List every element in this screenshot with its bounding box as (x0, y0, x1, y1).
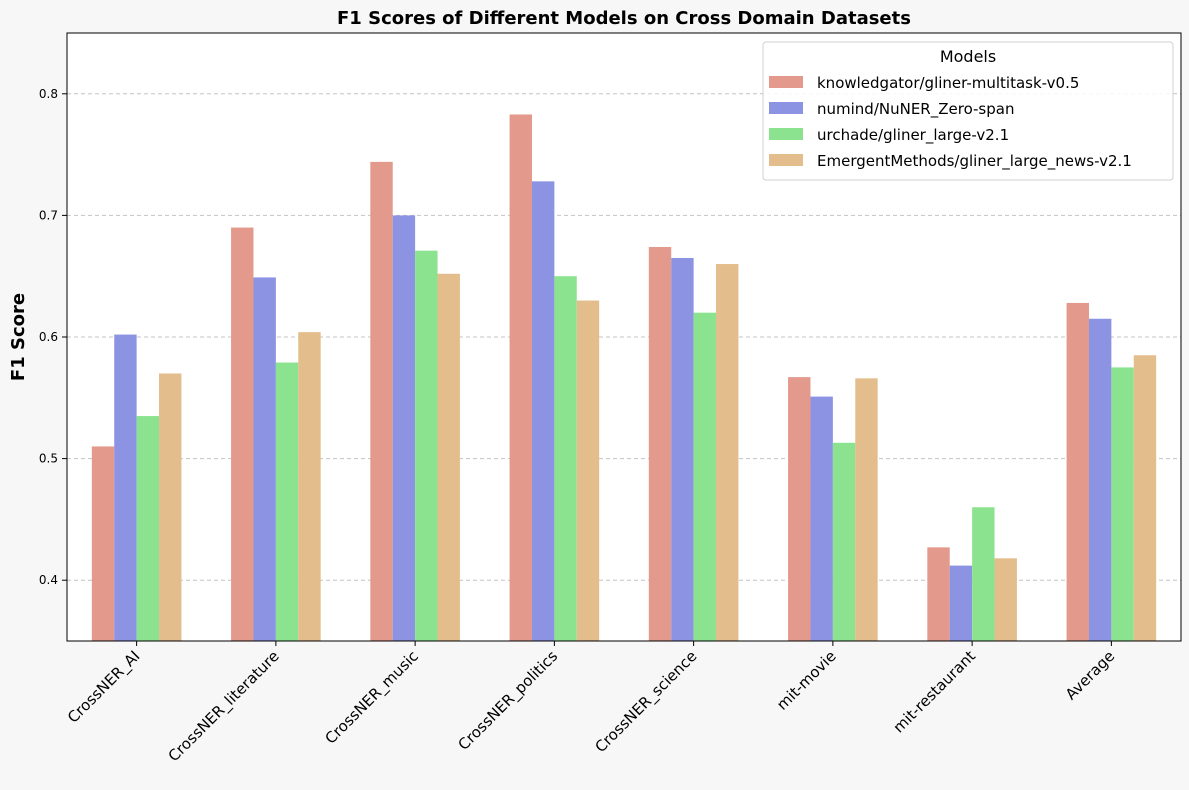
legend-swatch-1 (769, 76, 803, 88)
bar-4 (716, 264, 739, 641)
bar-1 (509, 114, 532, 642)
y-axis-label: F1 Score (8, 293, 29, 381)
bar-3 (275, 362, 299, 641)
y-tick-label: 0.6 (39, 330, 58, 344)
bar-3 (832, 442, 856, 641)
x-tick-label: Average (1062, 647, 1118, 703)
bar-2 (392, 215, 416, 641)
x-tick-label: CrossNER_literature (165, 647, 284, 766)
bar-4 (1133, 355, 1157, 641)
legend-label-3: urchade/gliner_large-v2.1 (817, 126, 1009, 145)
bar-4 (994, 558, 1017, 641)
bar-4 (855, 378, 878, 641)
bar-3 (136, 416, 160, 641)
x-tick-label: mit-movie (773, 647, 840, 714)
bar-3 (1111, 367, 1134, 641)
y-tick-label: 0.5 (39, 452, 58, 466)
bar-1 (370, 161, 393, 641)
legend-swatch-4 (769, 154, 803, 166)
bar-3 (415, 250, 438, 641)
bar-4 (437, 273, 460, 641)
bar-2 (253, 277, 276, 641)
x-tick-label: CrossNER_politics (455, 647, 563, 755)
x-tick-label: CrossNER_music (321, 647, 422, 748)
legend-label-2: numind/NuNER_Zero-span (817, 100, 1014, 119)
bar-2 (949, 565, 973, 641)
bar-3 (554, 276, 577, 641)
bar-4 (576, 300, 600, 641)
x-tick-label: CrossNER_AI (64, 647, 144, 727)
bar-2 (1088, 318, 1112, 641)
bar-1 (1066, 302, 1089, 641)
legend-swatch-3 (769, 128, 803, 140)
bar-4 (159, 373, 182, 641)
bar-1 (231, 227, 254, 641)
legend-label-4: EmergentMethods/gliner_large_news-v2.1 (817, 152, 1132, 171)
plot-frame (66, 32, 1182, 642)
bar-1 (91, 446, 115, 641)
legend-box (762, 41, 1174, 181)
y-tick-label: 0.8 (39, 87, 58, 101)
chart-title: F1 Scores of Different Models on Cross D… (337, 8, 911, 29)
x-tick-label: mit-restaurant (890, 647, 979, 736)
y-tick-label: 0.4 (39, 573, 58, 587)
bar-1 (648, 247, 672, 642)
bar-3 (972, 507, 995, 641)
legend-title: Models (940, 47, 996, 66)
bar-4 (298, 332, 321, 641)
y-tick-label: 0.7 (39, 208, 58, 222)
bar-3 (693, 312, 717, 641)
x-tick-label: CrossNER_science (591, 647, 701, 757)
bar-2 (531, 181, 555, 642)
bar-2 (671, 257, 694, 641)
bar-1 (927, 547, 950, 641)
legend-label-1: knowledgator/gliner-multitask-v0.5 (817, 74, 1079, 92)
bar-1 (788, 377, 811, 641)
legend-swatch-2 (769, 102, 803, 114)
bar-2 (810, 396, 833, 641)
bar-2 (114, 334, 137, 641)
